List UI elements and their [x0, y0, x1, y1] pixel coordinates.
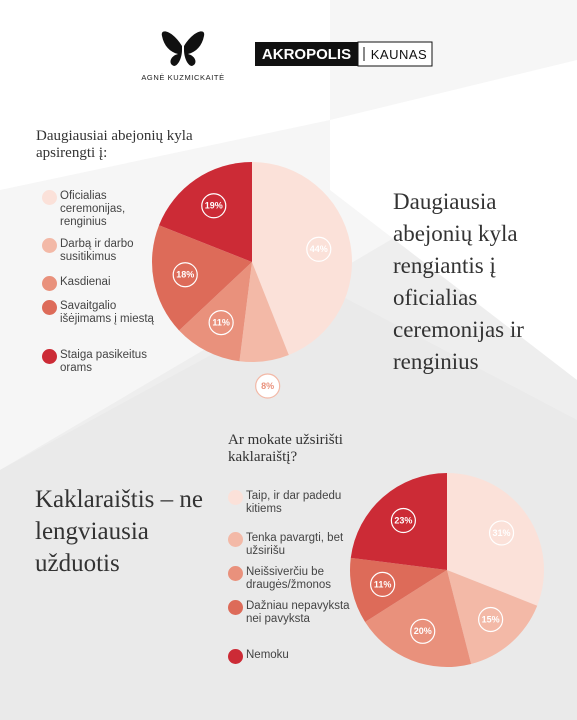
value-label: 20% [414, 626, 432, 636]
value-label-ring [488, 520, 515, 546]
value-label-ring [410, 618, 436, 644]
value-label-ring [208, 309, 234, 336]
value-label: 31% [493, 528, 511, 538]
value-label: 23% [394, 515, 412, 525]
headline: Kaklaraištis – ne lengviausia užduotis [35, 486, 204, 577]
value-label-ring [255, 373, 281, 399]
butterfly-logo [161, 31, 205, 66]
value-label: 44% [310, 244, 328, 254]
pie-slice [349, 557, 447, 622]
legend-swatch [228, 532, 243, 547]
city-logo-box [357, 41, 433, 67]
value-label-ring [201, 193, 227, 219]
mall-name: AKROPOLIS [261, 46, 352, 63]
value-label-ring [478, 606, 504, 633]
value-label-ring [172, 262, 198, 288]
background-shape [0, 0, 330, 190]
mall-logo-box [255, 42, 358, 66]
legend-label: Nemoku [246, 649, 289, 661]
pie-slice [159, 162, 252, 262]
value-label: 18% [176, 270, 194, 280]
value-label: 15% [482, 614, 500, 624]
pie-slice [152, 225, 252, 331]
legend-swatch [42, 238, 57, 253]
pie-slice [350, 473, 447, 570]
pie-title: Daugiausiai abejonių kyla apsirengti į: [36, 128, 193, 161]
value-label: 11% [212, 317, 230, 327]
value-label: 11% [374, 579, 392, 589]
legend-label: Neišsiverčiu be draugės/žmonos [246, 566, 332, 591]
legend-label: Darbą ir darbo susitikimus [60, 238, 134, 263]
legend-swatch [42, 190, 57, 205]
legend-swatch [42, 349, 57, 364]
city-name: KAUNAS [370, 47, 428, 62]
legend-swatch [42, 276, 57, 291]
value-label: 8% [261, 381, 274, 391]
pie-slice [447, 570, 538, 664]
pie-slice [252, 162, 353, 355]
legend-swatch [228, 566, 243, 581]
legend-swatch [228, 490, 243, 505]
legend-swatch [42, 300, 57, 315]
legend-swatch [228, 600, 243, 615]
value-label: 19% [205, 201, 223, 211]
designer-name: AGNĖ KUZMICKAITĖ [141, 73, 225, 82]
value-label-ring [306, 236, 332, 262]
pie-slice [365, 570, 472, 667]
background-shape [330, 60, 577, 380]
headline: Daugiausia abejonių kyla rengiantis į of… [393, 189, 524, 374]
pie-slice [447, 473, 544, 606]
pie-slice [239, 262, 289, 362]
value-label-ring [370, 571, 396, 597]
legend-label: Tenka pavargti, bet užsirišu [246, 532, 344, 557]
pie-title: Ar mokate užsirišti kaklaraištį? [228, 432, 343, 465]
legend-label: Kasdienai [60, 276, 111, 288]
value-label-ring [390, 507, 416, 534]
legend-label: Dažniau nepavyksta nei pavyksta [246, 600, 350, 625]
legend-swatch [228, 649, 243, 664]
legend-label: Taip, ir dar padedu kitiems [246, 490, 342, 515]
legend-label: Oficialias ceremonijas, renginius [60, 190, 126, 228]
legend-label: Savaitgalio išėjimams į miestą [60, 300, 154, 325]
legend-label: Staiga pasikeitus orams [60, 349, 147, 374]
